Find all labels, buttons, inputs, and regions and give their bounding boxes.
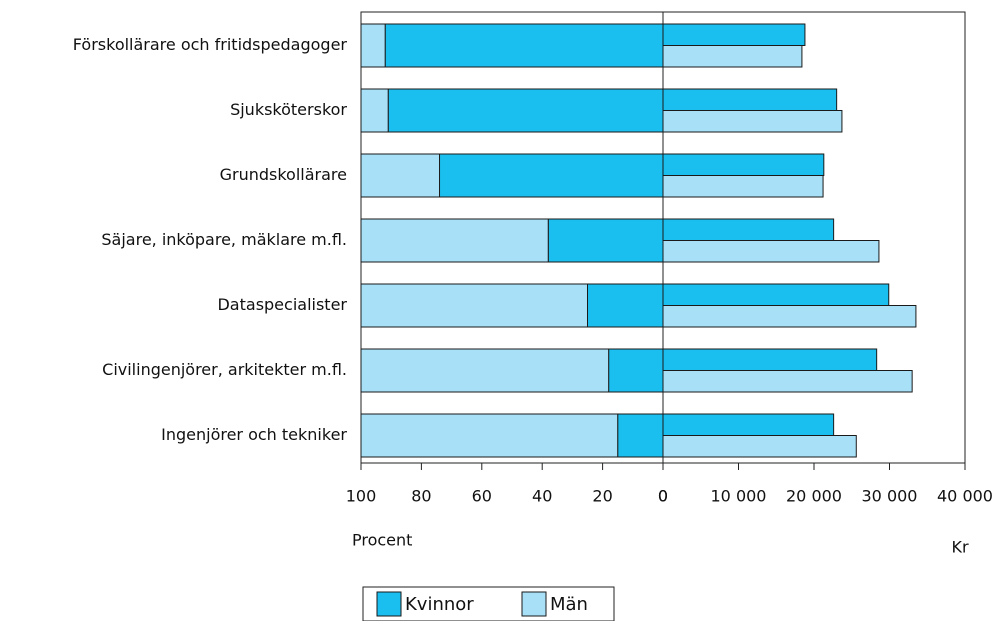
legend-label: Kvinnor (405, 594, 474, 615)
bar (360, 283, 588, 328)
bar (360, 218, 549, 263)
bar (662, 153, 825, 176)
bar (662, 45, 803, 68)
bar (662, 175, 824, 198)
category-label: Sjuksköterskor (230, 100, 347, 119)
bar (387, 88, 664, 133)
legend-swatch (376, 591, 402, 617)
bar (384, 23, 664, 68)
category-label: Grundskollärare (220, 165, 347, 184)
x-tick-label: 10 000 (711, 487, 767, 506)
bar (360, 88, 389, 133)
category-label: Säjare, inköpare, mäklare m.fl. (101, 230, 347, 249)
bar (617, 413, 664, 458)
bar (587, 283, 664, 328)
bar (360, 23, 386, 68)
bar (662, 110, 843, 133)
x-tick-label: 30 000 (862, 487, 918, 506)
legend-swatch (521, 591, 547, 617)
category-label: Dataspecialister (217, 295, 347, 314)
bar (662, 370, 913, 393)
legend-label: Män (550, 594, 588, 615)
category-label: Civilingenjörer, arkitekter m.fl. (102, 360, 347, 379)
x-tick-label: 0 (658, 487, 668, 506)
bar (662, 283, 890, 306)
bar (662, 240, 880, 263)
x-tick-label: 80 (411, 487, 431, 506)
legend (362, 586, 615, 621)
x-tick-label: 0 (658, 487, 668, 506)
x-tick-label: 60 (472, 487, 492, 506)
bar (360, 153, 441, 198)
category-label: Förskollärare och fritidspedagoger (73, 35, 348, 54)
bar (662, 413, 835, 436)
bar (662, 348, 878, 371)
bar (662, 435, 857, 458)
x-axis-label: Procent (352, 531, 412, 550)
category-label: Ingenjörer och tekniker (161, 425, 347, 444)
bar (662, 23, 806, 46)
bar (662, 218, 835, 241)
x-tick-label: 40 (532, 487, 552, 506)
x-tick-label: 20 000 (786, 487, 842, 506)
bar (439, 153, 664, 198)
bar (360, 413, 619, 458)
x-tick-label: 20 (592, 487, 612, 506)
x-tick-label: 40 000 (937, 487, 993, 506)
bar (662, 305, 917, 328)
bar (662, 88, 838, 111)
bar (547, 218, 664, 263)
x-axis-label: Kr (951, 538, 968, 557)
x-tick-label: 100 (346, 487, 377, 506)
bar (360, 348, 610, 393)
bar (608, 348, 664, 393)
